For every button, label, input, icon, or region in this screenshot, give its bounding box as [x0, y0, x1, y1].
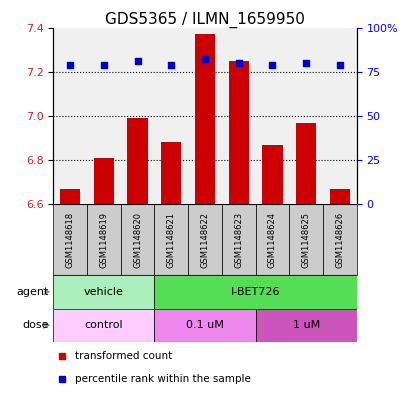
- Text: transformed count: transformed count: [74, 351, 171, 361]
- Bar: [60, 189, 80, 204]
- Point: [100, 61, 107, 68]
- Point: [168, 61, 174, 68]
- Text: GSM1148623: GSM1148623: [234, 212, 243, 268]
- Text: dose: dose: [22, 320, 49, 330]
- Text: percentile rank within the sample: percentile rank within the sample: [74, 374, 250, 384]
- Text: I-BET726: I-BET726: [230, 287, 280, 297]
- Text: GSM1148621: GSM1148621: [166, 212, 175, 268]
- Bar: [295, 123, 315, 204]
- Text: GSM1148620: GSM1148620: [133, 212, 142, 268]
- Bar: [87, 204, 120, 275]
- Bar: [255, 204, 289, 275]
- Title: GDS5365 / ILMN_1659950: GDS5365 / ILMN_1659950: [105, 11, 304, 28]
- Text: GSM1148624: GSM1148624: [267, 212, 276, 268]
- Text: agent: agent: [17, 287, 49, 297]
- Point: [302, 60, 309, 66]
- Text: vehicle: vehicle: [84, 287, 124, 297]
- Point: [235, 60, 241, 66]
- Bar: [255, 309, 356, 342]
- Text: control: control: [84, 320, 123, 330]
- Text: GSM1148625: GSM1148625: [301, 212, 310, 268]
- Bar: [262, 145, 282, 204]
- Point: [134, 58, 141, 64]
- Text: GSM1148618: GSM1148618: [65, 212, 74, 268]
- Bar: [188, 204, 221, 275]
- Text: GSM1148619: GSM1148619: [99, 212, 108, 268]
- Bar: [194, 34, 215, 204]
- Bar: [154, 204, 188, 275]
- Point: [336, 61, 342, 68]
- Bar: [154, 275, 356, 309]
- Bar: [154, 309, 255, 342]
- Bar: [53, 309, 154, 342]
- Bar: [127, 118, 147, 204]
- Bar: [161, 143, 181, 204]
- Point: [201, 56, 208, 62]
- Point: [268, 61, 275, 68]
- Bar: [94, 158, 114, 204]
- Text: 0.1 uM: 0.1 uM: [186, 320, 223, 330]
- Bar: [53, 204, 87, 275]
- Bar: [120, 204, 154, 275]
- Bar: [221, 204, 255, 275]
- Text: GSM1148626: GSM1148626: [335, 212, 344, 268]
- Bar: [322, 204, 356, 275]
- Bar: [53, 275, 154, 309]
- Bar: [289, 204, 322, 275]
- Bar: [329, 189, 349, 204]
- Text: GSM1148622: GSM1148622: [200, 212, 209, 268]
- Text: 1 uM: 1 uM: [292, 320, 319, 330]
- Bar: [228, 61, 248, 204]
- Point: [67, 61, 73, 68]
